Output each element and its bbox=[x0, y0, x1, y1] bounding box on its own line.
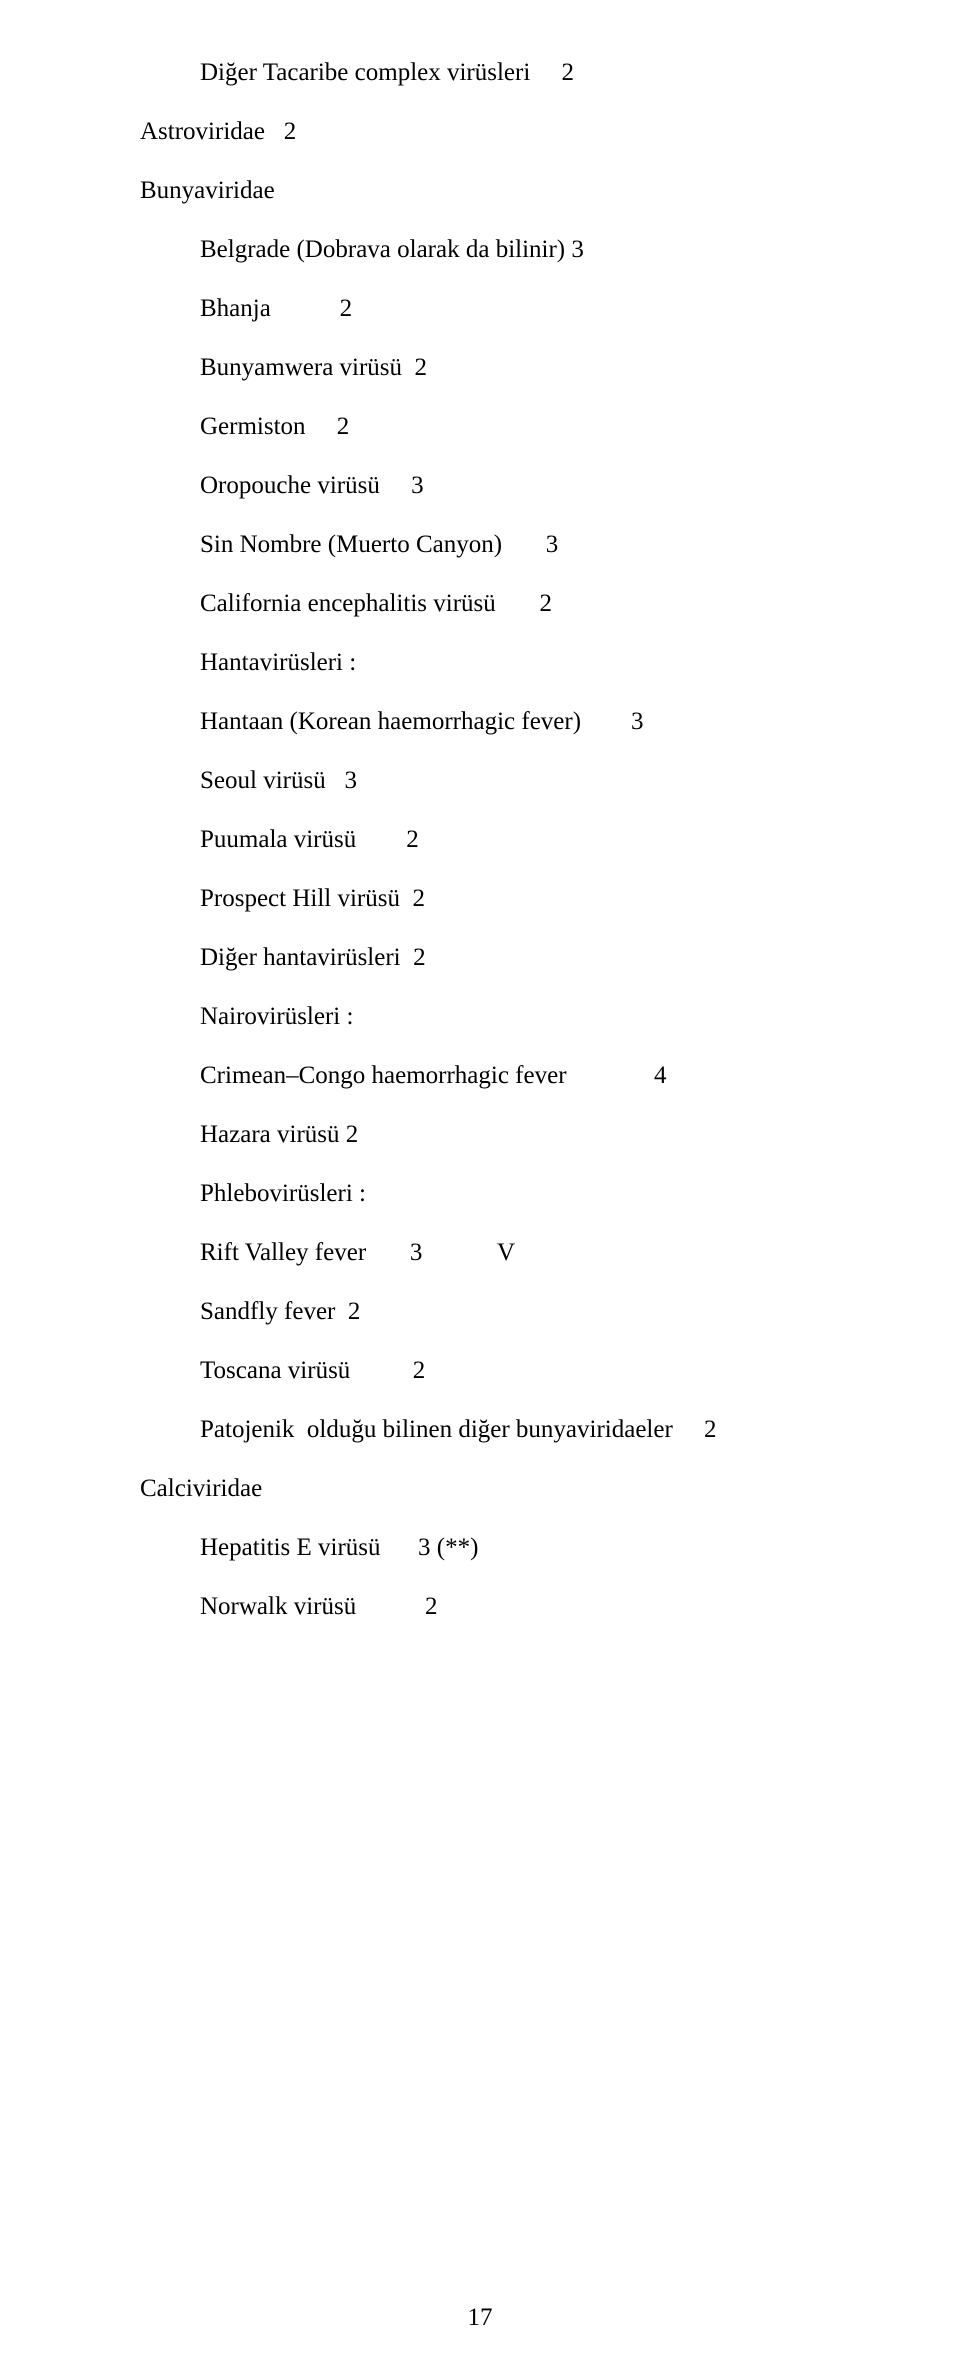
text-line: Hazara virüsü 2 bbox=[200, 1122, 840, 1147]
page-number: 17 bbox=[0, 2304, 960, 2332]
text-line: Sandfly fever 2 bbox=[200, 1299, 840, 1324]
text-line: Bunyamwera virüsü 2 bbox=[200, 355, 840, 380]
text-line: Toscana virüsü 2 bbox=[200, 1358, 840, 1383]
text-line: Hantaan (Korean haemorrhagic fever) 3 bbox=[200, 709, 840, 734]
text-line: Hantavirüsleri : bbox=[200, 650, 840, 675]
text-line: Hepatitis E virüsü 3 (**) bbox=[200, 1535, 840, 1560]
text-line: Germiston 2 bbox=[200, 414, 840, 439]
text-line: Seoul virüsü 3 bbox=[200, 768, 840, 793]
text-line: California encephalitis virüsü 2 bbox=[200, 591, 840, 616]
text-line: Rift Valley fever 3 V bbox=[200, 1240, 840, 1265]
text-line: Bunyaviridae bbox=[140, 178, 840, 203]
text-line: Oropouche virüsü 3 bbox=[200, 473, 840, 498]
text-line: Puumala virüsü 2 bbox=[200, 827, 840, 852]
text-line: Patojenik olduğu bilinen diğer bunyaviri… bbox=[200, 1417, 840, 1442]
text-line: Crimean–Congo haemorrhagic fever 4 bbox=[200, 1063, 840, 1088]
text-line: Astroviridae 2 bbox=[140, 119, 840, 144]
text-line: Norwalk virüsü 2 bbox=[200, 1594, 840, 1619]
text-line: Diğer Tacaribe complex virüsleri 2 bbox=[200, 60, 840, 85]
text-line: Bhanja 2 bbox=[200, 296, 840, 321]
text-line: Phlebovirüsleri : bbox=[200, 1181, 840, 1206]
text-line: Prospect Hill virüsü 2 bbox=[200, 886, 840, 911]
text-line: Diğer hantavirüsleri 2 bbox=[200, 945, 840, 970]
text-line: Nairovirüsleri : bbox=[200, 1004, 840, 1029]
text-line: Belgrade (Dobrava olarak da bilinir) 3 bbox=[200, 237, 840, 262]
text-line: Sin Nombre (Muerto Canyon) 3 bbox=[200, 532, 840, 557]
document-page: Diğer Tacaribe complex virüsleri 2 Astrov… bbox=[0, 0, 960, 2362]
text-line: Calciviridae bbox=[140, 1476, 840, 1501]
document-content: Diğer Tacaribe complex virüsleri 2 Astrov… bbox=[140, 60, 840, 1619]
